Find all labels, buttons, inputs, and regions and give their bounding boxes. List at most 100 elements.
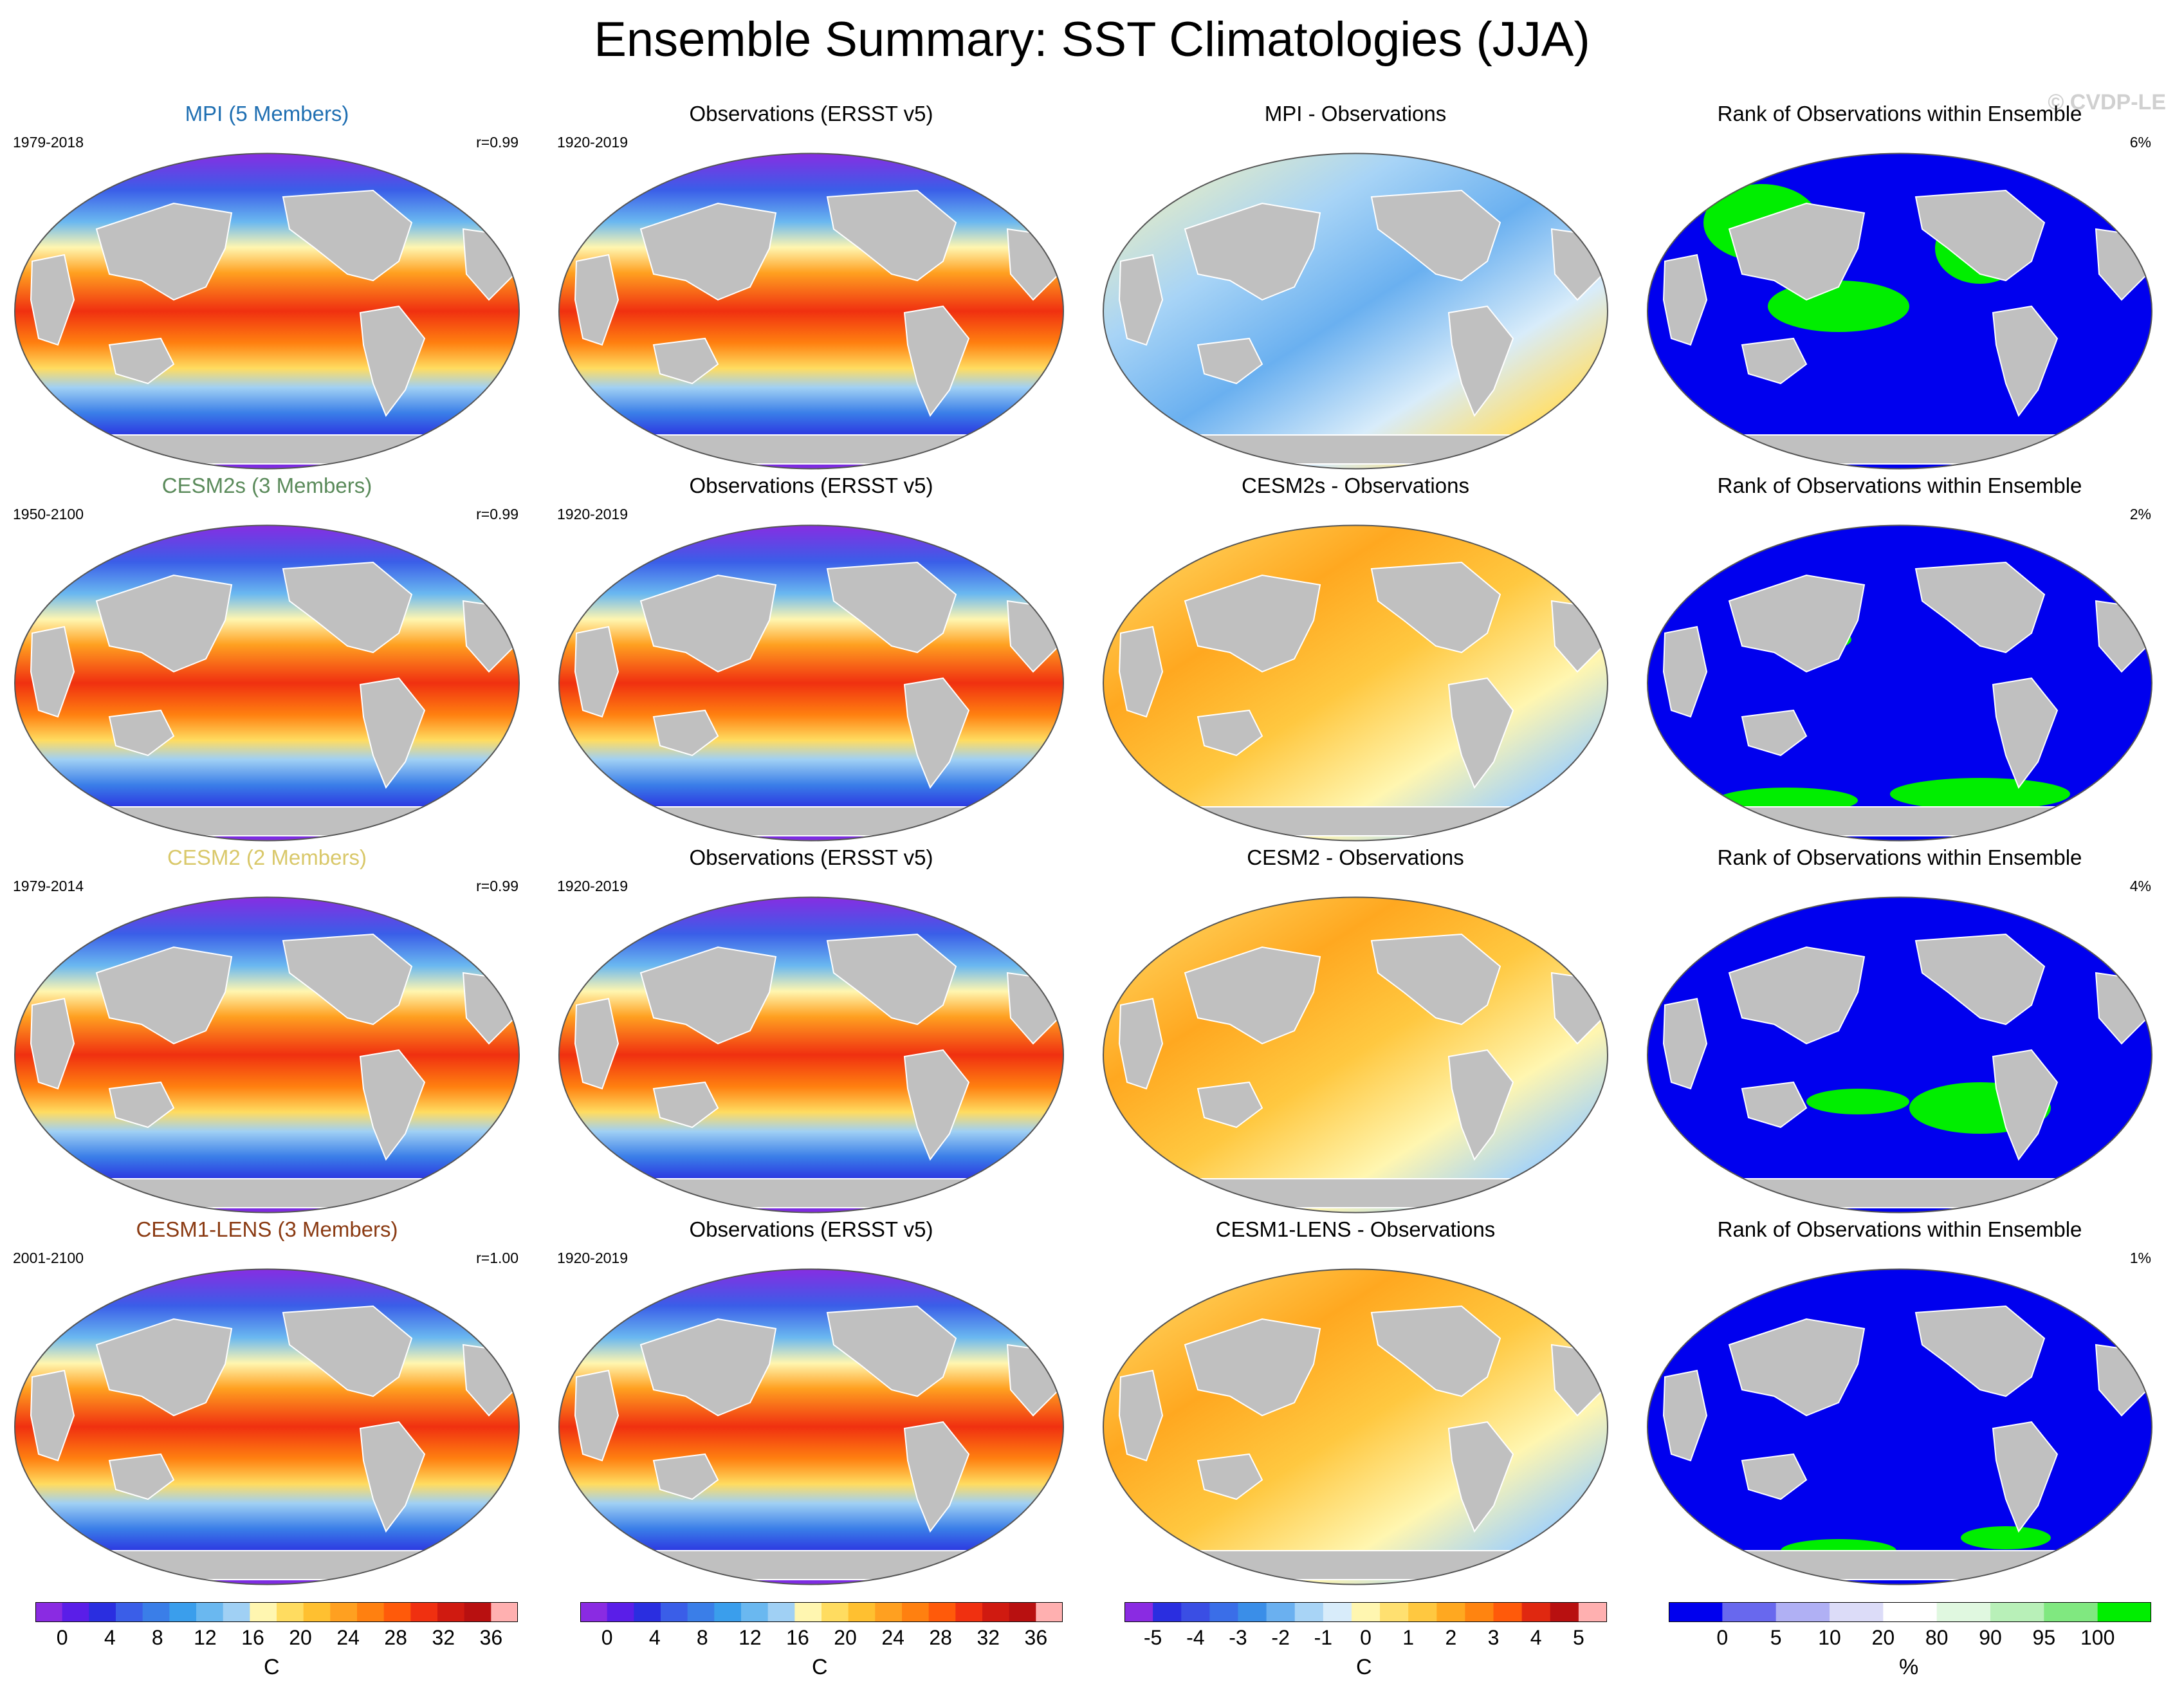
colorbar-swatch	[982, 1602, 1010, 1621]
colorbar-swatch	[383, 1602, 411, 1621]
colorbar-swatch	[1153, 1602, 1182, 1621]
colorbar-diff: -5 -4 -3 -2 -1 0 1 2 3 4 5	[1124, 1602, 1607, 1673]
map-panel-diff: CESM1-LENS - Observations	[1088, 1217, 1622, 1587]
colorbar-tick-label: 5	[1770, 1626, 1782, 1649]
panel-title: CESM2 - Observations	[1247, 845, 1464, 869]
colorbar-rank-unit: %	[1899, 1655, 1919, 1679]
panel-title: CESM2s - Observations	[1242, 474, 1469, 497]
colorbar-swatch	[491, 1602, 518, 1621]
globe-map	[1647, 896, 2152, 1214]
colorbar-swatch	[1380, 1602, 1409, 1621]
map-panel-model: CESM1-LENS (3 Members) 2001-2100 r=1.00	[0, 1217, 534, 1587]
colorbar-swatch	[1465, 1602, 1494, 1621]
colorbar-tick-label: 8	[697, 1626, 708, 1649]
panel-rank-percent: 1%	[2129, 1250, 2151, 1266]
colorbar-tick-label: 100	[2080, 1626, 2115, 1649]
colorbar-tick-label: 95	[2033, 1626, 2056, 1649]
colorbar-border	[580, 1602, 1063, 1622]
panel-rank-percent: 2%	[2129, 506, 2151, 522]
colorbar-tick-label: 90	[1979, 1626, 2002, 1649]
colorbar-swatch	[714, 1602, 742, 1621]
colorbar-tick-label: 3	[1488, 1626, 1500, 1649]
globe-map	[558, 524, 1064, 842]
colorbar-swatch	[1351, 1602, 1381, 1621]
colorbar-tick-label: 10	[1818, 1626, 1841, 1649]
colorbar-tick-label: 24	[881, 1626, 904, 1649]
panel-title: Rank of Observations within Ensemble	[1717, 1217, 2082, 1241]
map-panel-model: CESM2 (2 Members) 1979-2014 r=0.99	[0, 845, 534, 1215]
colorbar-swatch	[116, 1602, 143, 1621]
colorbar-tick-label: 8	[152, 1626, 163, 1649]
colorbar-obs-unit: C	[812, 1655, 828, 1679]
colorbar-tick-label: 16	[786, 1626, 809, 1649]
colorbar-swatch	[196, 1602, 224, 1621]
globe-map	[14, 1268, 520, 1585]
colorbar-swatch	[1124, 1602, 1153, 1621]
colorbar-swatch	[1408, 1602, 1437, 1621]
colorbar-swatch	[634, 1602, 661, 1621]
panel-title: Rank of Observations within Ensemble	[1717, 845, 2082, 869]
colorbar-tick-label: 12	[739, 1626, 762, 1649]
colorbar-tick-label: 5	[1573, 1626, 1584, 1649]
colorbar-swatch	[687, 1602, 715, 1621]
colorbar-swatch	[821, 1602, 849, 1621]
colorbar-tick-label: 2	[1445, 1626, 1456, 1649]
colorbar-tick-label: 20	[834, 1626, 857, 1649]
colorbar-swatch	[1550, 1602, 1579, 1621]
globe-map	[14, 524, 520, 842]
colorbar-tick-label: 0	[601, 1626, 613, 1649]
colorbar-border	[1669, 1602, 2151, 1622]
colorbar-tick-label: 80	[1925, 1626, 1949, 1649]
panel-correlation: r=0.99	[476, 506, 518, 522]
map-panel-obs: Observations (ERSST v5) 1920-2019	[544, 102, 1078, 472]
colorbar-swatch	[2097, 1602, 2151, 1621]
colorbar-swatch	[1578, 1602, 1607, 1621]
panel-period: 1920-2019	[557, 506, 628, 522]
colorbar-model-unit: C	[264, 1655, 280, 1679]
colorbar-swatch	[223, 1602, 250, 1621]
map-panel-rank: Rank of Observations within Ensemble 1%	[1633, 1217, 2167, 1587]
colorbar-swatch	[437, 1602, 465, 1621]
colorbar-swatch	[1669, 1602, 1723, 1621]
colorbar-tick-label: 1	[1402, 1626, 1414, 1649]
colorbar-swatch	[1436, 1602, 1465, 1621]
panel-title: Observations (ERSST v5)	[689, 1217, 933, 1241]
panel-title: Observations (ERSST v5)	[689, 474, 933, 497]
colorbar-swatch	[142, 1602, 170, 1621]
colorbar-swatch	[875, 1602, 903, 1621]
colorbar-rank: 0 5 10 20 80 90 95 100	[1669, 1602, 2151, 1673]
panel-period: 2001-2100	[13, 1250, 84, 1266]
colorbar-swatch	[1209, 1602, 1238, 1621]
colorbar-swatch	[169, 1602, 197, 1621]
colorbar-model-sst: 0 4 8 12 16 20 24 28 32 36	[35, 1602, 518, 1673]
colorbar-swatch	[1493, 1602, 1523, 1621]
panel-period: 1979-2018	[13, 134, 84, 151]
colorbar-swatch	[848, 1602, 876, 1621]
colorbar-swatch	[1323, 1602, 1352, 1621]
globe-map	[1103, 896, 1608, 1214]
panel-rank-percent: 6%	[2129, 134, 2151, 151]
panel-title: CESM2 (2 Members)	[167, 845, 367, 869]
colorbar-swatch	[330, 1602, 358, 1621]
colorbar-tick-label: 28	[384, 1626, 407, 1649]
globe-map	[558, 1268, 1064, 1585]
map-panel-diff: CESM2 - Observations	[1088, 845, 1622, 1215]
map-panel-model: CESM2s (3 Members) 1950-2100 r=0.99	[0, 474, 534, 844]
colorbar-swatch	[1883, 1602, 1938, 1621]
colorbar-swatch	[607, 1602, 634, 1621]
colorbar-tick-label: 20	[1872, 1626, 1895, 1649]
colorbar-tick-label: 4	[1530, 1626, 1542, 1649]
globe-map	[1647, 152, 2152, 470]
panel-title: MPI - Observations	[1264, 102, 1447, 125]
map-panel-diff: MPI - Observations	[1088, 102, 1622, 472]
panel-title: Rank of Observations within Ensemble	[1717, 102, 2082, 125]
map-panel-obs: Observations (ERSST v5) 1920-2019	[544, 1217, 1078, 1587]
colorbar-tick-label: 36	[480, 1626, 503, 1649]
colorbar-tick-label: 24	[336, 1626, 360, 1649]
colorbar-tick-label: 16	[241, 1626, 264, 1649]
map-panel-diff: CESM2s - Observations	[1088, 474, 1622, 844]
map-panel-rank: Rank of Observations within Ensemble 4%	[1633, 845, 2167, 1215]
colorbar-tick-label: -5	[1144, 1626, 1162, 1649]
panel-correlation: r=1.00	[476, 1250, 518, 1266]
colorbar-tick-label: 20	[289, 1626, 312, 1649]
